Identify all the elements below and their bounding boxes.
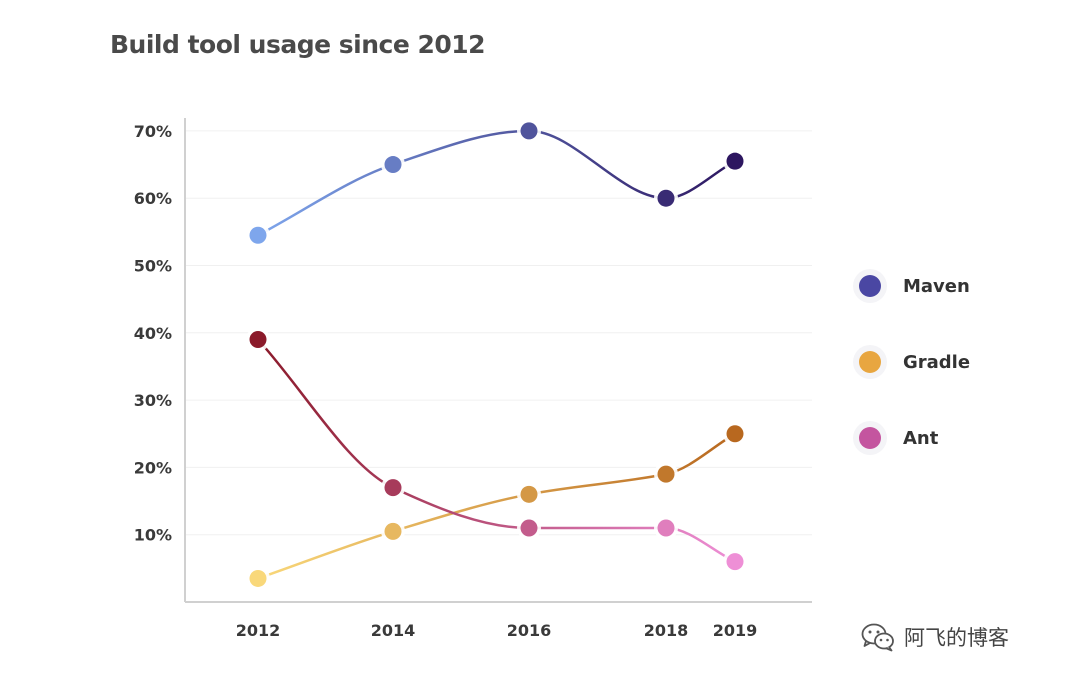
data-point-gradle bbox=[726, 425, 744, 443]
legend-label-gradle: Gradle bbox=[903, 352, 970, 373]
y-tick-label: 70% bbox=[134, 122, 172, 141]
legend-marker-ant bbox=[859, 427, 881, 449]
x-tick-label: 2016 bbox=[507, 621, 552, 640]
y-axis-tick-labels: 10% 20% 30% 40% 50% 60% 70% bbox=[134, 122, 172, 545]
legend-marker-maven bbox=[859, 275, 881, 297]
data-point-ant bbox=[657, 519, 675, 537]
data-point-gradle bbox=[657, 465, 675, 483]
data-point-gradle bbox=[520, 485, 538, 503]
data-point-ant bbox=[520, 519, 538, 537]
watermark-text: 阿飞的博客 bbox=[904, 626, 1009, 650]
y-tick-label: 30% bbox=[134, 391, 172, 410]
data-point-maven bbox=[657, 189, 675, 207]
x-tick-label: 2014 bbox=[371, 621, 416, 640]
axes bbox=[184, 118, 812, 603]
x-axis-tick-labels: 2012 2014 2016 2018 2019 bbox=[236, 621, 758, 640]
legend-marker-gradle bbox=[859, 351, 881, 373]
series-points bbox=[246, 118, 747, 591]
legend-label-ant: Ant bbox=[903, 428, 939, 449]
legend-label-maven: Maven bbox=[903, 276, 970, 297]
y-tick-label: 10% bbox=[134, 526, 172, 545]
data-point-maven bbox=[384, 156, 402, 174]
chart-title: Build tool usage since 2012 bbox=[110, 30, 486, 59]
data-point-ant bbox=[384, 479, 402, 497]
legend: Maven Gradle Ant bbox=[853, 269, 970, 455]
data-point-ant bbox=[249, 331, 267, 349]
series-line-maven bbox=[256, 129, 737, 237]
data-point-ant bbox=[726, 553, 744, 571]
y-tick-label: 50% bbox=[134, 257, 172, 276]
series-line-gradle bbox=[256, 432, 737, 580]
wechat-icon bbox=[861, 623, 894, 652]
x-tick-label: 2018 bbox=[644, 621, 689, 640]
y-tick-label: 40% bbox=[134, 324, 172, 343]
data-point-maven bbox=[249, 226, 267, 244]
y-tick-label: 60% bbox=[134, 189, 172, 208]
data-point-gradle bbox=[384, 522, 402, 540]
data-point-maven bbox=[520, 122, 538, 140]
data-point-maven bbox=[726, 152, 744, 170]
x-tick-label: 2019 bbox=[713, 621, 758, 640]
x-tick-label: 2012 bbox=[236, 621, 281, 640]
watermark: 阿飞的博客 bbox=[860, 622, 1009, 652]
y-tick-label: 20% bbox=[134, 458, 172, 477]
data-point-gradle bbox=[249, 569, 267, 587]
gridlines bbox=[185, 130, 812, 536]
